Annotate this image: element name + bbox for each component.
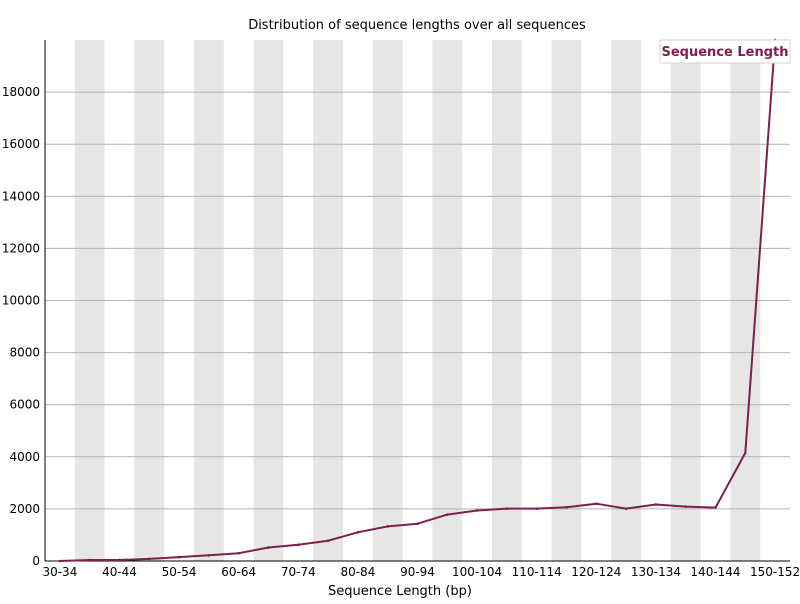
y-tick-label: 18000 bbox=[2, 85, 40, 99]
data-point bbox=[505, 507, 509, 510]
y-tick-label: 14000 bbox=[2, 189, 40, 203]
legend: Sequence Length bbox=[659, 39, 791, 64]
data-point bbox=[148, 557, 151, 561]
x-tick-label: 80-84 bbox=[340, 565, 375, 579]
data-point bbox=[177, 555, 181, 559]
x-tick-label: 30-34 bbox=[42, 565, 77, 579]
y-tick-label: 0 bbox=[32, 554, 40, 568]
x-tick-label: 40-44 bbox=[102, 565, 137, 579]
data-point bbox=[118, 558, 121, 562]
y-tick-label: 16000 bbox=[2, 137, 40, 151]
data-point bbox=[237, 551, 240, 555]
x-axis-label: Sequence Length (bp) bbox=[328, 584, 472, 599]
gridlines bbox=[45, 91, 790, 510]
data-point bbox=[535, 507, 538, 510]
x-tick-label: 60-64 bbox=[221, 565, 256, 579]
data-point bbox=[654, 503, 658, 506]
legend-label: Sequence Length bbox=[662, 45, 789, 60]
data-point bbox=[475, 509, 479, 512]
x-tick-label: 50-54 bbox=[162, 565, 197, 579]
y-tick-label: 10000 bbox=[2, 294, 40, 308]
legend-box bbox=[659, 39, 791, 64]
data-point bbox=[684, 505, 687, 508]
y-tick-label: 4000 bbox=[9, 450, 40, 464]
x-tick-label: 110-114 bbox=[512, 565, 562, 579]
x-tick-label: 120-124 bbox=[571, 565, 621, 579]
data-point bbox=[386, 525, 390, 528]
data-point bbox=[416, 522, 419, 526]
data-point bbox=[88, 558, 91, 562]
y-tick-label: 12000 bbox=[2, 241, 40, 255]
y-tick-label: 6000 bbox=[9, 398, 40, 412]
x-tick-label: 150-152 bbox=[750, 565, 800, 579]
data-point bbox=[267, 546, 270, 549]
data-point bbox=[744, 451, 747, 455]
series-group bbox=[58, 38, 777, 563]
data-point bbox=[446, 513, 449, 516]
data-point bbox=[595, 502, 598, 505]
x-tick-label: 100-104 bbox=[452, 565, 502, 579]
data-point bbox=[624, 507, 628, 510]
x-tick-label: 140-144 bbox=[690, 565, 740, 579]
data-point bbox=[297, 543, 300, 547]
chart-title: Distribution of sequence lengths over al… bbox=[248, 18, 586, 33]
data-point bbox=[58, 559, 62, 563]
x-tick-label: 90-94 bbox=[400, 565, 435, 579]
x-tick-label: 70-74 bbox=[281, 565, 316, 579]
x-tick-labels: 30-34 40-44 50-54 60-64 70-74 80-84 90-94 100-1… bbox=[42, 565, 800, 579]
data-point bbox=[714, 506, 717, 509]
data-point bbox=[326, 539, 330, 542]
y-tick-label: 8000 bbox=[9, 346, 40, 360]
data-point bbox=[207, 553, 211, 557]
y-tick-labels: 0 2000 4000 6000 8000 10000 12000 14000 16000 180… bbox=[2, 85, 40, 568]
data-point bbox=[356, 531, 360, 534]
x-tick-label: 130-134 bbox=[631, 565, 681, 579]
data-point bbox=[565, 506, 568, 509]
y-tick-label: 2000 bbox=[9, 502, 40, 516]
axes bbox=[44, 40, 790, 562]
